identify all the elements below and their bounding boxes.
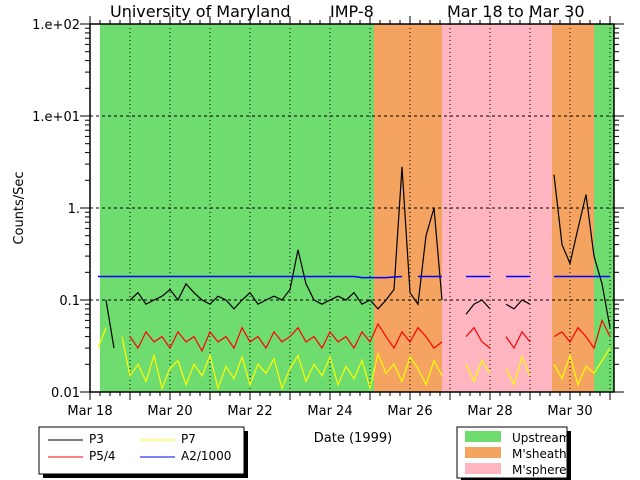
y-tick-label: 1. xyxy=(68,202,80,217)
data-series xyxy=(97,166,611,391)
region-msphere xyxy=(442,24,552,392)
series-line-p3 xyxy=(465,299,491,315)
legend-label-upstream: Upstream xyxy=(512,431,570,445)
series-line-p3 xyxy=(129,166,443,310)
legend-label-msphere: M'sphere xyxy=(512,463,567,477)
legend-label-p3: P3 xyxy=(89,432,104,446)
series-line-p7 xyxy=(553,347,611,387)
series-line-p7 xyxy=(505,355,531,387)
y-axis-label: Counts/Sec xyxy=(12,171,27,244)
legend-label-a2: A2/1000 xyxy=(181,449,231,463)
series-line-p54 xyxy=(553,318,611,350)
x-tick-label: Mar 18 xyxy=(67,404,112,419)
series-line-p54 xyxy=(465,326,491,349)
series-line-p3 xyxy=(505,299,531,310)
y-tick-label: 0.1 xyxy=(59,294,80,309)
legend-box xyxy=(38,426,245,475)
series-line-p54 xyxy=(129,322,443,353)
x-axis-label: Date (1999) xyxy=(314,431,392,446)
x-tick-label: Mar 22 xyxy=(227,404,272,419)
series-line-p54 xyxy=(505,330,531,350)
legend-swatch-upstream xyxy=(465,431,501,442)
title-institution: University of Maryland xyxy=(110,2,291,21)
legend-label-p5: P5/4 xyxy=(89,449,116,463)
legend-label-msheath: M'sheath xyxy=(512,447,567,461)
x-tick-label: Mar 28 xyxy=(467,404,512,419)
title-date-range: Mar 18 to Mar 30 xyxy=(447,2,585,21)
x-tick-label: Mar 30 xyxy=(547,404,592,419)
x-tick-label: Mar 26 xyxy=(387,404,432,419)
y-tick-label: 1.e+01 xyxy=(32,110,80,125)
series-line-p3 xyxy=(553,174,611,328)
y-tick-label: 1.e+02 xyxy=(32,18,80,33)
region-legend: Upstream M'sheath M'sphere xyxy=(456,426,571,480)
legend-label-p7: P7 xyxy=(181,432,196,446)
title-spacecraft: IMP-8 xyxy=(330,2,374,21)
series-line-p7 xyxy=(121,336,443,391)
series-line-p3 xyxy=(105,299,115,349)
series-line-p7 xyxy=(465,359,491,384)
x-tick-label: Mar 20 xyxy=(147,404,192,419)
y-tick-label: 0.01 xyxy=(51,386,80,401)
x-tick-label: Mar 24 xyxy=(307,404,352,419)
series-line-p7 xyxy=(97,327,107,349)
axes: Mar 18 Mar 20 Mar 22 Mar 24 Mar 26 Mar 28 Mar … xyxy=(32,16,624,419)
legend-swatch-msheath xyxy=(465,447,501,458)
series-legend: P3 P5/4 P7 A2/1000 xyxy=(38,426,248,478)
legend-swatch-msphere xyxy=(465,463,501,474)
series-line-a21000 xyxy=(98,275,403,279)
grid-lines xyxy=(90,24,614,392)
